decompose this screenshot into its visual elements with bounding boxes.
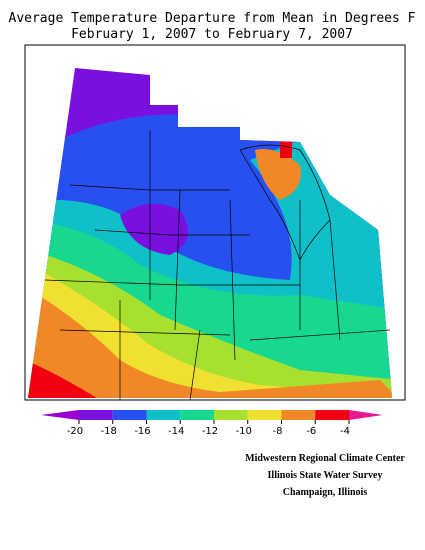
colorbar-box [146,410,181,420]
colorbar-box [79,410,113,420]
boundaries [44,130,391,401]
colorbar-tick-label: -10 [236,426,252,437]
colorbar-arrow [349,410,383,420]
temperature-field [28,68,392,398]
map-frame [24,44,406,401]
colorbar-box [281,410,316,420]
colorbar-box [315,410,349,420]
colorbar-tick-label: -18 [101,426,117,437]
colorbar-arrow [41,410,79,420]
credit: Illinois State Water Survey [268,470,383,481]
colorbar-tick-label: -12 [202,426,218,437]
title-line: Average Temperature Departure from Mean … [9,11,416,26]
colorbar-tick-label: -14 [168,426,184,437]
colorbar-box [247,410,282,420]
colorbar-box [180,410,214,420]
credit: Midwestern Regional Climate Center [245,453,405,464]
title-line: February 1, 2007 to February 7, 2007 [71,27,353,42]
colorbar-tick-label: -8 [273,426,283,437]
colorbar-box [214,410,248,420]
colorbar: -20 -18 -16 -14 -12 -10 -8 -6 -4 [41,410,383,437]
colorbar-tick-label: -6 [306,426,316,437]
credit: Champaign, Illinois [283,487,368,498]
colorbar-box [112,410,147,420]
colorbar-tick-label: -20 [67,426,83,437]
colorbar-tick-label: -16 [134,426,150,437]
colorbar-tick-label: -4 [340,426,350,437]
